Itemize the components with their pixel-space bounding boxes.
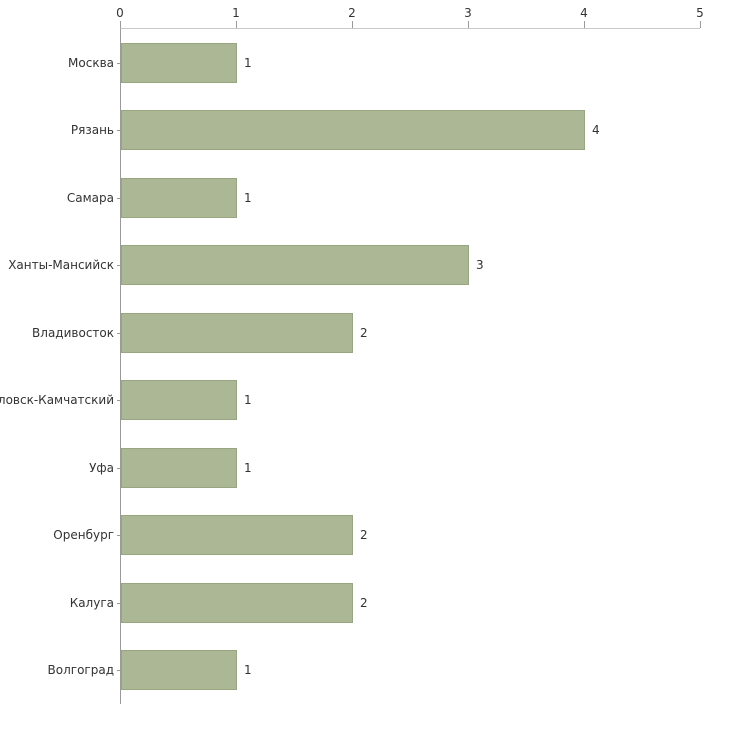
category-label: Ханты-Мансийск [8, 258, 114, 273]
y-axis-tick [117, 670, 121, 672]
bar-value-label: 2 [360, 595, 368, 610]
bar-value-label: 2 [360, 325, 368, 340]
bar-value-label: 2 [360, 528, 368, 543]
x-axis-tick-label: 2 [348, 6, 356, 20]
x-axis-tick [120, 21, 121, 28]
bar-value-label: 1 [244, 190, 252, 205]
x-axis-tick [700, 21, 701, 28]
y-axis-tick [117, 197, 121, 199]
bar [121, 380, 237, 421]
bar-row: Владивосток 2 [32, 299, 700, 367]
bar [121, 245, 469, 286]
x-axis-tick [584, 21, 585, 28]
y-axis-tick [117, 130, 121, 132]
bar-row: Оренбург 2 [53, 502, 700, 570]
category-label: Оренбург [53, 528, 114, 543]
bar-value-label: 1 [244, 55, 252, 70]
bar [121, 447, 237, 488]
bar [121, 582, 353, 623]
y-axis-tick [117, 535, 121, 537]
y-axis-tick [117, 62, 121, 64]
bar [121, 177, 237, 218]
category-label: Рязань [70, 123, 114, 138]
category-label: Калуга [69, 595, 114, 610]
x-axis-tick-label: 3 [464, 6, 472, 20]
y-axis-tick [117, 265, 121, 267]
bar-row: Рязань 4 [71, 97, 700, 165]
y-axis-tick [117, 602, 121, 604]
x-axis-tick [468, 21, 469, 28]
y-axis-tick [117, 332, 121, 334]
bar-value-label: 4 [592, 123, 600, 138]
bar-row: Петропавловск-Камчатский 1 [0, 367, 700, 435]
bar-row: Калуга 2 [70, 569, 700, 637]
bar [121, 110, 585, 151]
plot-area: Москва 1 Рязань 4 Самара 1 Ханты-Мансийск 3 Влад… [0, 28, 700, 705]
x-axis-tick [352, 21, 353, 28]
x-axis-tick-label: 5 [696, 6, 704, 20]
bar-row: Ханты-Мансийск 3 [8, 232, 700, 300]
bar [121, 515, 353, 556]
y-axis-tick [117, 467, 121, 469]
bar-row: Уфа 1 [89, 434, 700, 502]
category-label: Уфа [89, 460, 114, 475]
y-axis-tick [117, 400, 121, 402]
category-label: Москва [68, 55, 114, 70]
bar-value-label: 1 [244, 460, 252, 475]
x-axis-tick-label: 1 [232, 6, 240, 20]
bar-row: Москва 1 [68, 29, 700, 97]
x-axis-tick-label: 0 [116, 6, 124, 20]
bar [121, 42, 237, 83]
category-label: Волгоград [47, 663, 114, 678]
bar-row: Самара 1 [67, 164, 700, 232]
bar [121, 650, 237, 691]
x-axis-tick-label: 4 [580, 6, 588, 20]
bar-value-label: 1 [244, 663, 252, 678]
bar-value-label: 1 [244, 393, 252, 408]
bar-row: Волгоград 1 [48, 637, 700, 705]
x-axis-tick [236, 21, 237, 28]
bar [121, 312, 353, 353]
category-label: Петропавловск-Камчатский [0, 393, 114, 408]
bar-value-label: 3 [476, 258, 484, 273]
category-label: Самара [66, 190, 114, 205]
category-label: Владивосток [32, 325, 114, 340]
